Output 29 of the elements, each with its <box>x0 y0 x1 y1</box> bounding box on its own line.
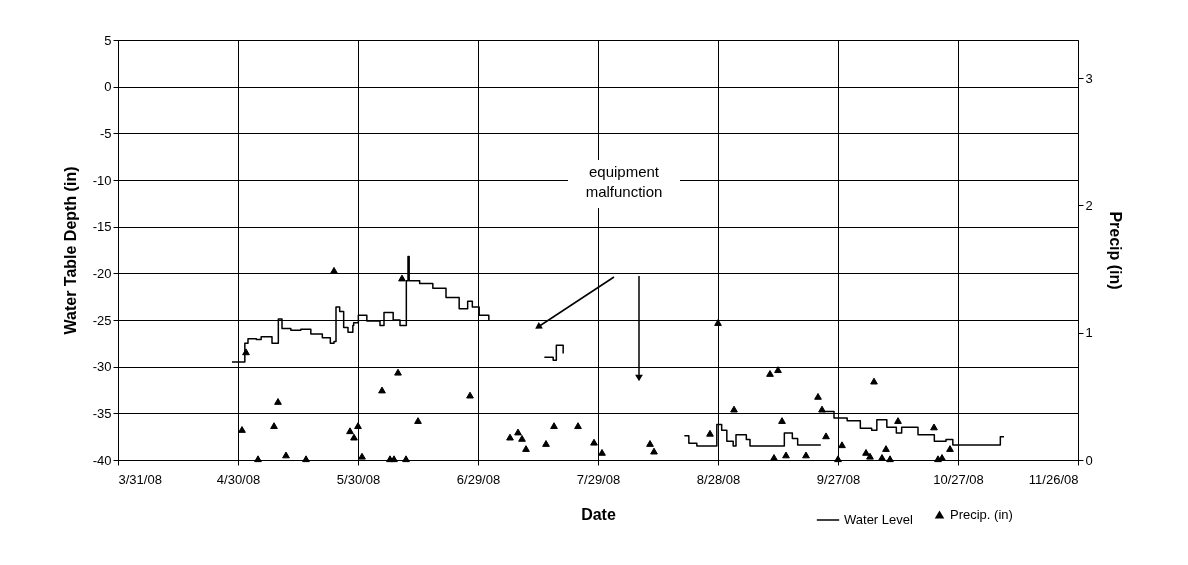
x-tick-label: 8/28/08 <box>696 471 741 487</box>
y-tick-label: -20 <box>92 265 112 281</box>
y-tick-label: -25 <box>92 312 112 328</box>
y-tick-label: -5 <box>99 125 112 141</box>
y2-tick-label: 3 <box>1085 70 1093 86</box>
x-axis-title: Date <box>581 505 616 523</box>
y2-axis-title: Precip (in) <box>1106 211 1124 290</box>
x-tick-label: 5/30/08 <box>336 471 381 487</box>
x-tick-label: 11/26/08 <box>1028 471 1079 487</box>
y-axis-title: Water Table Depth (in) <box>61 166 79 335</box>
legend-label: Water Level <box>844 512 913 527</box>
x-tick-label: 10/27/08 <box>933 471 984 487</box>
y-tick-label: -30 <box>92 359 112 375</box>
y-tick-label: 5 <box>104 32 112 48</box>
y-tick-label: -10 <box>92 172 112 188</box>
legend-label: Precip. (in) <box>950 506 1013 522</box>
y2-tick-label: 0 <box>1085 452 1093 468</box>
x-tick-label: 4/30/08 <box>216 471 261 487</box>
x-tick-label: 7/29/08 <box>576 471 621 487</box>
y-tick-label: 0 <box>104 79 112 95</box>
y2-tick-label: 1 <box>1085 325 1093 341</box>
y-tick-label: -15 <box>92 219 112 235</box>
y2-tick-label: 2 <box>1085 197 1093 213</box>
x-tick-label: 3/31/08 <box>118 471 162 487</box>
annotation: equipment malfunction <box>585 163 663 200</box>
x-tick-label: 6/29/08 <box>456 471 501 487</box>
y-tick-label: -40 <box>92 452 112 468</box>
y-tick-label: -35 <box>92 405 112 421</box>
x-tick-label: 9/27/08 <box>816 471 861 487</box>
